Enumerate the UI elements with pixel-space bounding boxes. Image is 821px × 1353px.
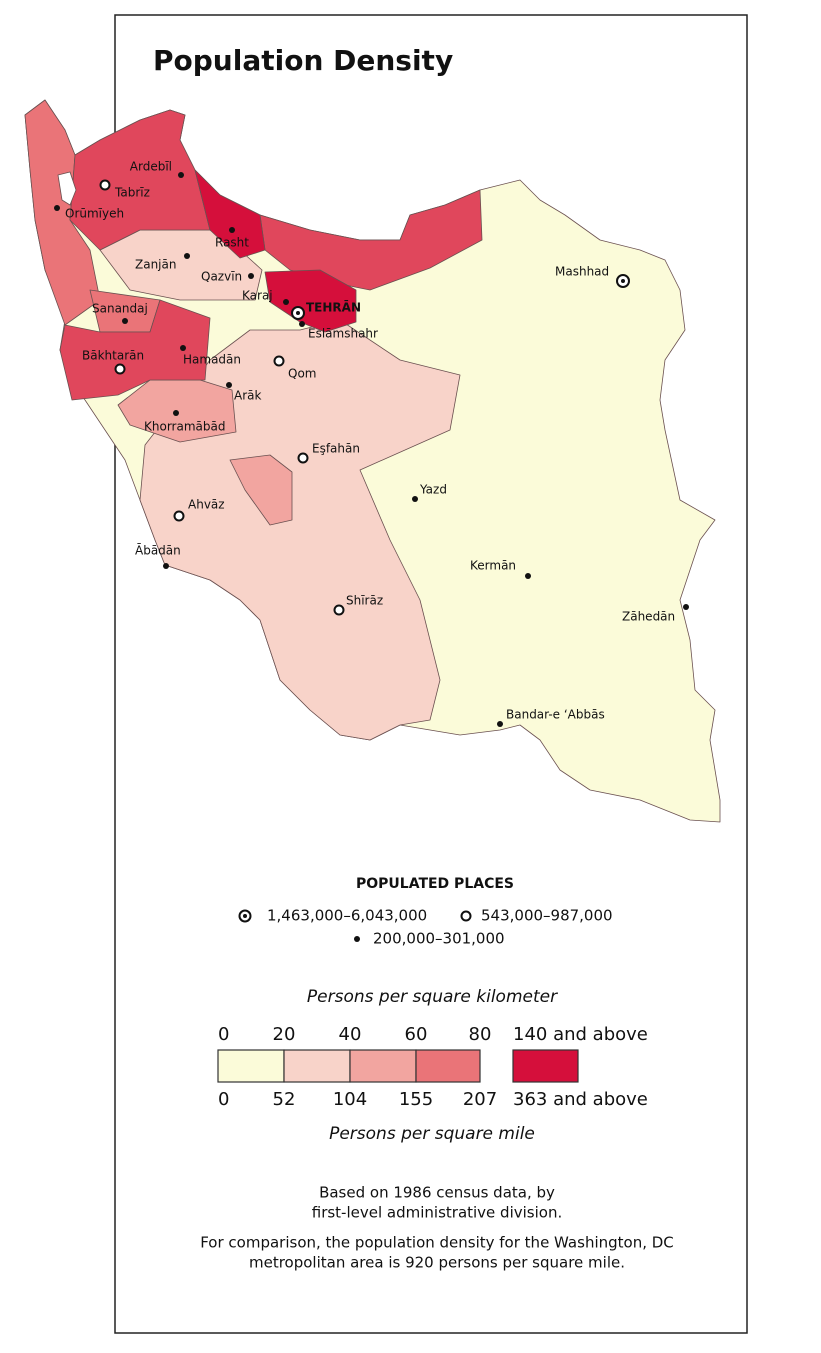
city-label: TEHRĀN	[306, 301, 361, 315]
city-label: Sanandaj	[92, 302, 148, 316]
legend-swatch	[415, 1049, 481, 1083]
title: Population Density	[153, 44, 453, 77]
city-symbol	[297, 452, 309, 464]
city-symbol	[283, 299, 289, 305]
city-label: Zanjān	[135, 258, 176, 272]
city-symbol	[299, 321, 305, 327]
lake	[57, 171, 77, 206]
city-label: Orūmīyeh	[65, 207, 124, 221]
city-symbol	[99, 179, 111, 191]
city-symbol-dot	[296, 311, 300, 315]
city-symbol	[178, 172, 184, 178]
places-class: 1,463,000–6,043,000	[267, 907, 427, 925]
city-label: Qazvīn	[201, 270, 242, 284]
city-label: Eslāmshahr	[308, 327, 378, 341]
city-symbol	[180, 345, 186, 351]
note: metropolitan area is 920 persons per squ…	[249, 1254, 625, 1272]
city-label: Bandar-e ʻAbbās	[506, 708, 605, 722]
city-symbol	[163, 563, 169, 569]
city-symbol	[54, 205, 60, 211]
city-label: Rasht	[215, 236, 249, 250]
legend-km-label: 20	[273, 1024, 296, 1045]
city-label: Shīrāz	[346, 594, 383, 608]
symbol-medium	[460, 910, 472, 922]
legend-mi-label: 207	[463, 1089, 497, 1110]
city-label: Tabrīz	[114, 186, 150, 200]
city-symbol	[173, 510, 185, 522]
city-symbol	[184, 253, 190, 259]
legend-km-top: 140 and above	[513, 1024, 648, 1045]
region	[69, 109, 211, 251]
legend-km-label: 0	[218, 1024, 229, 1045]
city-label: Hamadān	[183, 353, 241, 367]
symbol-large-dot	[243, 914, 247, 918]
legend-swatch	[283, 1049, 351, 1083]
city-symbol	[114, 363, 126, 375]
region	[59, 299, 211, 401]
city-label: Kermān	[470, 559, 516, 573]
legend-km-label: 80	[469, 1024, 492, 1045]
city-label: Bākhtarān	[82, 349, 144, 363]
city-symbol	[248, 273, 254, 279]
city-symbol	[497, 721, 503, 727]
region	[24, 99, 101, 326]
city-symbol	[683, 604, 689, 610]
city-label: Eşfahān	[312, 442, 360, 456]
places-class: 200,000–301,000	[373, 930, 505, 948]
city-symbol	[525, 573, 531, 579]
legend-swatch	[217, 1049, 285, 1083]
region	[264, 269, 357, 333]
legend-km-label: 60	[405, 1024, 428, 1045]
legend-swatch	[512, 1049, 579, 1083]
note: For comparison, the population density f…	[200, 1234, 674, 1252]
legend-km-label: 40	[339, 1024, 362, 1045]
legend-mi-title: Persons per square mile	[329, 1124, 535, 1144]
city-label: Ābādān	[135, 544, 181, 558]
city-label: Ardebīl	[130, 160, 172, 174]
notes: Based on 1986 census data, by first-level…	[200, 1184, 674, 1272]
city-label: Yazd	[419, 483, 447, 497]
legend-km-title: Persons per square kilometer	[307, 987, 558, 1007]
city-label: Karaj	[242, 289, 273, 303]
legend-mi-label: 104	[333, 1089, 367, 1110]
city-label: Khorramābād	[144, 420, 225, 434]
legend: 0 20 40 60 80 0 52 104 155 207 140 and above 363 an…	[217, 1024, 648, 1110]
places-class: 543,000–987,000	[481, 907, 613, 925]
regions	[24, 99, 721, 823]
legend-mi-label: 52	[273, 1089, 296, 1110]
city-symbol-dot	[621, 279, 625, 283]
legend-mi-label: 155	[399, 1089, 433, 1110]
note: first-level administrative division.	[312, 1204, 562, 1222]
cities: Ardebīl Tabrīz Orūmīyeh Rasht Zanjān QazvīnKa…	[54, 160, 689, 727]
city-label: Ahvāz	[188, 498, 225, 512]
region	[229, 454, 293, 526]
city-symbol	[229, 227, 235, 233]
city-symbol	[122, 318, 128, 324]
city-label: Mashhad	[555, 265, 609, 279]
note: Based on 1986 census data, by	[319, 1184, 555, 1202]
city-symbol	[412, 496, 418, 502]
legend-mi-label: 0	[218, 1089, 229, 1110]
city-symbol	[226, 382, 232, 388]
places-title: POPULATED PLACES	[356, 876, 514, 892]
city-label: Arāk	[234, 389, 261, 403]
region	[194, 169, 266, 259]
legend-mi-top: 363 and above	[513, 1089, 648, 1110]
city-symbol	[273, 355, 285, 367]
city-symbol	[173, 410, 179, 416]
legend-swatch	[349, 1049, 417, 1083]
city-label: Zāhedān	[622, 610, 675, 624]
symbol-small	[354, 936, 360, 942]
city-symbol	[333, 604, 345, 616]
city-label: Qom	[288, 367, 316, 381]
